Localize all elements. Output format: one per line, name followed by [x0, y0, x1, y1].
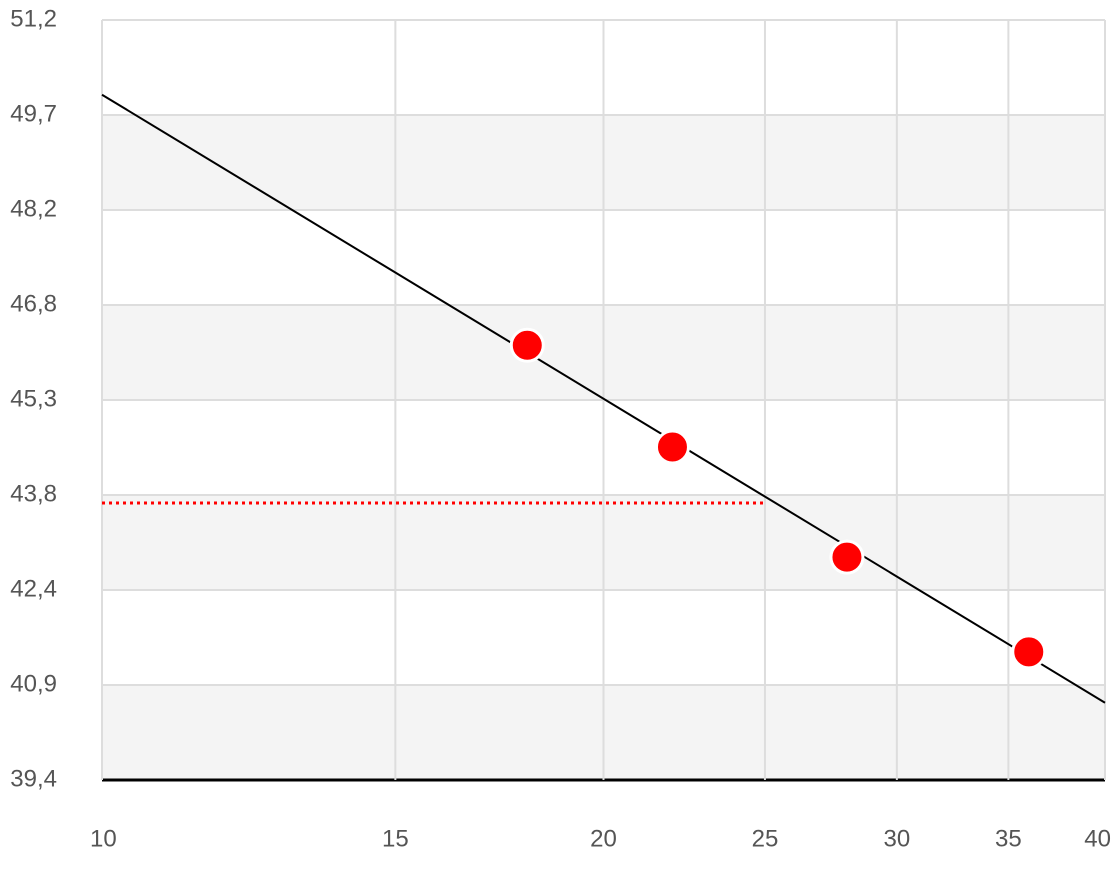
trend-line	[101, 93, 1106, 704]
x-tick-label: 30	[884, 825, 911, 852]
x-tick-label: 35	[995, 825, 1022, 852]
data-point	[1011, 634, 1047, 670]
x-tick-label: 20	[590, 825, 617, 852]
data-point	[829, 539, 865, 575]
x-tick-label: 15	[382, 825, 409, 852]
x-tick-label: 40	[1084, 825, 1111, 852]
y-tick-label: 51,2	[10, 5, 57, 32]
y-tick-label: 40,9	[10, 670, 57, 697]
x-tick-label: 10	[90, 825, 117, 852]
y-tick-label: 48,2	[10, 195, 57, 222]
data-point	[509, 327, 545, 363]
data-point	[654, 429, 690, 465]
y-tick-label: 43,8	[10, 480, 57, 507]
y-tick-label: 42,4	[10, 575, 57, 602]
y-tick-label: 39,4	[10, 765, 57, 792]
y-tick-label: 46,8	[10, 290, 57, 317]
y-tick-label: 49,7	[10, 100, 57, 127]
y-tick-label: 45,3	[10, 385, 57, 412]
x-tick-label: 25	[752, 825, 779, 852]
